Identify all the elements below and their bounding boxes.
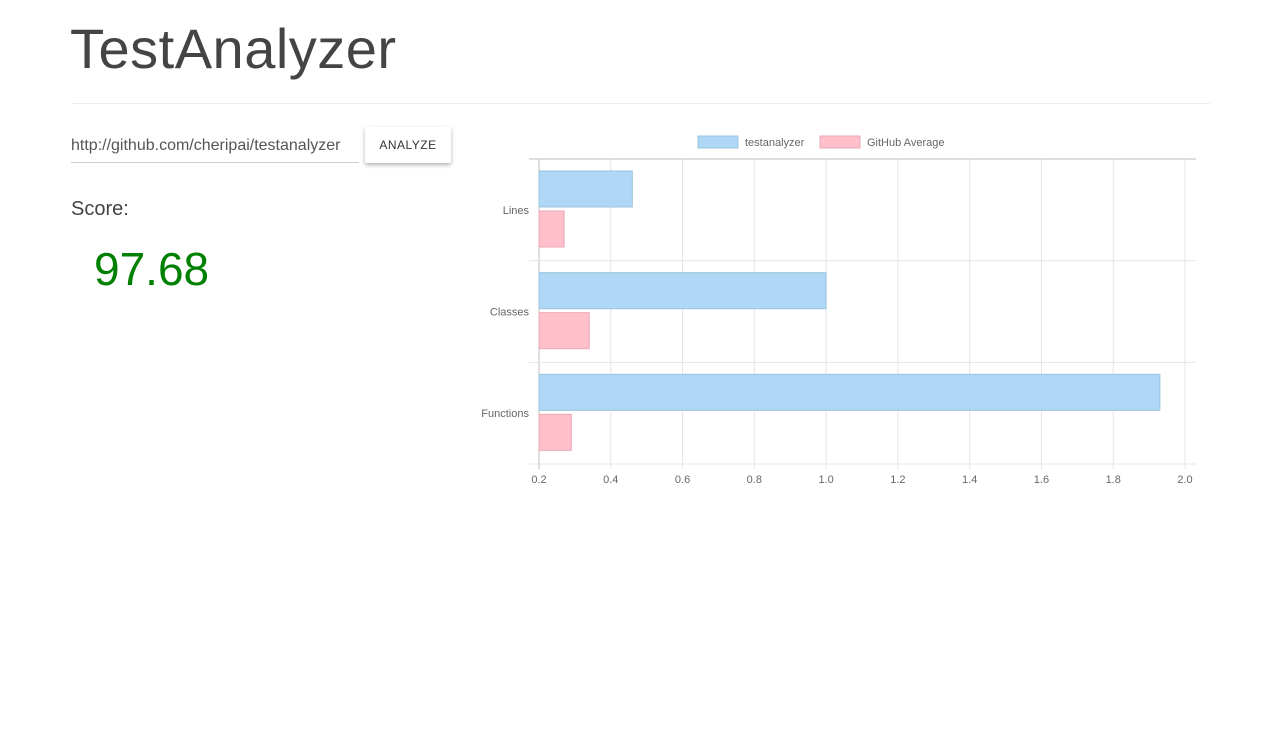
- x-tick-label: 1.6: [1034, 474, 1049, 486]
- y-category-label: Lines: [503, 205, 530, 217]
- bar-testanalyzer: [538, 170, 633, 208]
- x-tick-label: 1.2: [890, 474, 905, 486]
- legend-swatch: [819, 135, 861, 149]
- legend-label: GitHub Average: [867, 137, 944, 149]
- comparison-bar-chart: 0.2 0.4 0.6 0.8 1.0 1.2 1.4 1.6 1.8 2.0 Lines Class…: [481, 135, 1196, 486]
- bar-github-average: [538, 312, 590, 350]
- legend-label: testanalyzer: [745, 137, 805, 149]
- y-category-label: Classes: [490, 307, 530, 319]
- x-tick-label: 0.6: [675, 474, 690, 486]
- x-tick-label: 0.2: [531, 474, 546, 486]
- app-title: TestAnalyzer: [70, 17, 397, 80]
- x-tick-label: 0.8: [747, 474, 762, 486]
- header-divider: [71, 103, 1210, 104]
- score-value: 97.68: [94, 243, 210, 295]
- legend-swatch: [697, 135, 739, 149]
- bar-github-average: [538, 413, 572, 451]
- x-tick-label: 1.0: [818, 474, 833, 486]
- x-tick-label: 2.0: [1177, 474, 1192, 486]
- bar-testanalyzer: [538, 373, 1161, 411]
- x-tick-label: 1.4: [962, 474, 977, 486]
- bar-github-average: [538, 210, 565, 248]
- x-tick-label: 0.4: [603, 474, 618, 486]
- analyze-button[interactable]: ANALYZE: [365, 127, 451, 163]
- x-tick-label: 1.8: [1106, 474, 1121, 486]
- bar-testanalyzer: [538, 272, 827, 310]
- repo-url-input[interactable]: [71, 130, 359, 163]
- score-label: Score:: [71, 198, 129, 220]
- y-category-label: Functions: [481, 408, 529, 420]
